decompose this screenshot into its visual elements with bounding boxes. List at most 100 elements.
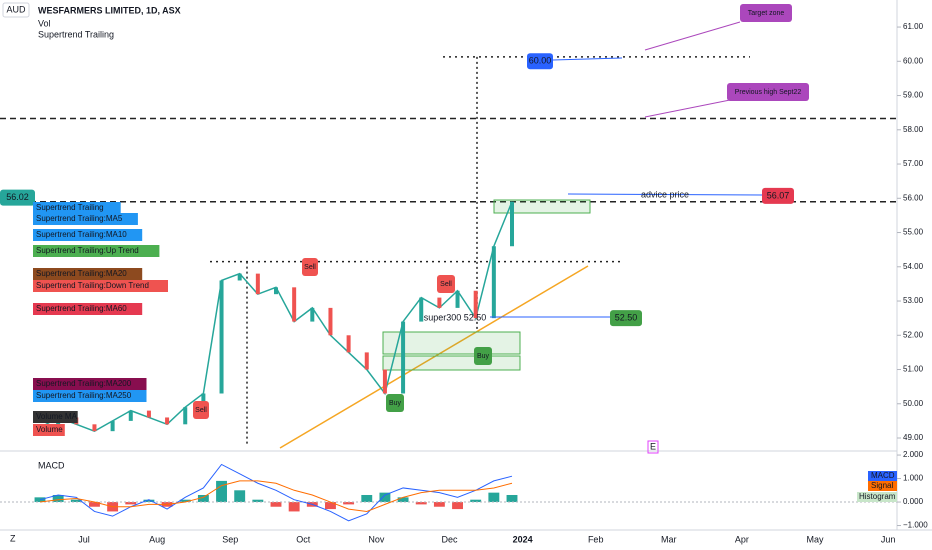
zoom-icon[interactable]: Z [10, 533, 16, 543]
candle [491, 246, 496, 319]
candle [165, 417, 170, 425]
macd-histogram [252, 499, 264, 503]
x-tick-label: May [806, 534, 824, 544]
indicator-label: Supertrend Trailing:Up Trend [36, 246, 139, 255]
candle [437, 297, 442, 308]
macd-histogram [270, 502, 282, 507]
legend-box [857, 492, 897, 502]
trend-line [279, 265, 589, 449]
candle [419, 297, 424, 322]
macd-histogram [452, 502, 463, 510]
candle [92, 424, 97, 432]
macd-histogram [89, 502, 100, 507]
currency-box[interactable] [2, 2, 30, 18]
annotation-box [727, 83, 809, 101]
candle [510, 201, 514, 247]
price-label: 56.07 [767, 190, 790, 200]
annotation-box [474, 347, 492, 365]
indicator-box [33, 390, 147, 402]
candle [274, 287, 278, 295]
candle [146, 410, 151, 418]
macd-line [39, 463, 513, 522]
indicator: Supertrend Trailing [38, 29, 114, 39]
annotation-box [193, 401, 209, 419]
macd-histogram [397, 497, 409, 503]
candle [255, 273, 260, 295]
y-tick-label: 57.00 [903, 159, 924, 168]
macd-histogram [197, 494, 209, 503]
macd-histogram [470, 499, 482, 503]
annotation: E [650, 441, 656, 451]
y-tick-label: 52.00 [903, 330, 924, 339]
macd-histogram [179, 499, 191, 503]
indicator-label: Volume MA [36, 412, 78, 421]
candle [401, 321, 406, 394]
macd-histogram [415, 502, 427, 505]
indicator-label: Volume [36, 425, 63, 434]
annotation: advice price [641, 189, 689, 199]
y-tick-label: 54.00 [903, 262, 924, 271]
annotation: super300 52.50 [424, 312, 487, 322]
zone [493, 199, 591, 214]
indicator-box [33, 229, 143, 241]
indicator-box [33, 202, 121, 214]
macd-histogram [216, 480, 227, 503]
x-tick-label: Dec [441, 534, 458, 544]
macd-histogram [343, 502, 355, 505]
macd-histogram [288, 502, 300, 512]
connector [567, 193, 763, 196]
candle [328, 307, 333, 336]
annotation: Buy [389, 400, 402, 407]
candle [473, 290, 478, 319]
macd-histogram [125, 502, 137, 505]
macd-histogram [379, 492, 391, 503]
legend-label: MACD [871, 471, 895, 480]
x-tick-label: Mar [661, 534, 677, 544]
x-tick-label: Oct [296, 534, 311, 544]
callout [644, 21, 741, 51]
price-label-box [0, 189, 35, 206]
x-tick-label: Feb [588, 534, 604, 544]
candle [382, 369, 387, 394]
currency: AUD [6, 4, 26, 14]
macd-histogram [488, 492, 500, 503]
macd-histogram [506, 494, 518, 503]
macd-histogram [433, 502, 445, 507]
y-tick-label: 51.00 [903, 365, 924, 374]
macd-histogram [361, 494, 373, 503]
annotation: Previous high Sept22 [735, 89, 802, 96]
y-tick-label: 0.000 [903, 497, 924, 506]
y-tick-label: 55.00 [903, 228, 924, 237]
indicator-box [33, 424, 65, 436]
macd-histogram [52, 494, 64, 503]
price-label: 56.02 [6, 192, 29, 202]
indicator-label: Supertrend Trailing:MA200 [36, 379, 132, 388]
x-tick-label: Jul [78, 534, 90, 544]
price-label-box [527, 53, 553, 70]
annotation-box [740, 4, 792, 22]
annotation-box [386, 394, 404, 412]
y-tick-label: 53.00 [903, 296, 924, 305]
y-tick-label: 2.000 [903, 450, 924, 459]
annotation: Sell [440, 281, 452, 288]
x-tick-label: Jun [881, 534, 896, 544]
indicator-box [33, 378, 147, 390]
y-tick-label: 58.00 [903, 125, 924, 134]
macd-histogram [325, 502, 336, 510]
legend-label: Signal [871, 481, 893, 490]
candle [310, 307, 315, 322]
macd-histogram [143, 499, 155, 503]
indicator-box [33, 268, 143, 280]
indicator-label: Supertrend Trailing:Down Trend [36, 281, 149, 290]
candle [364, 352, 369, 370]
indicator-label: Supertrend Trailing:MA5 [36, 214, 123, 223]
macd-histogram [70, 499, 82, 503]
y-tick-label: 59.00 [903, 91, 924, 100]
indicator-label: Supertrend Trailing:MA10 [36, 230, 127, 239]
callout [644, 99, 731, 118]
indicator-box [33, 303, 143, 315]
candle [201, 393, 206, 408]
price-label: 52.50 [615, 313, 638, 323]
macd-histogram [234, 490, 246, 503]
y-tick-label: 1.000 [903, 474, 924, 483]
